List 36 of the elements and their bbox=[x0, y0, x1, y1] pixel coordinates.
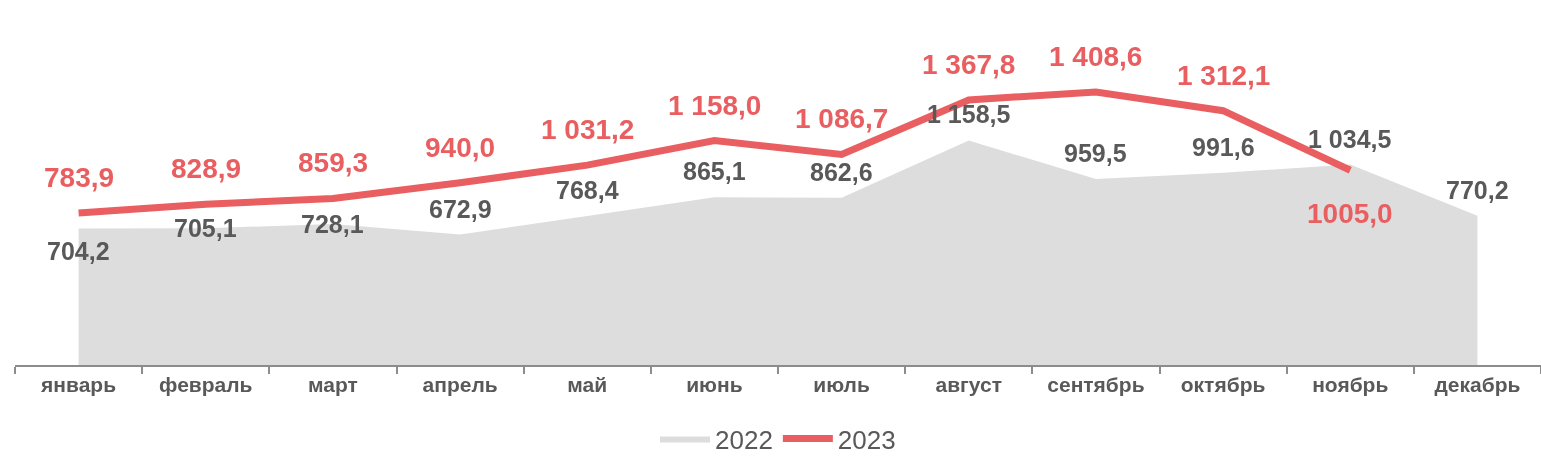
x-tick-label: ноябрь bbox=[1312, 373, 1389, 397]
data-label: 1 408,6 bbox=[1049, 41, 1143, 72]
x-tick-label: июнь bbox=[686, 373, 743, 397]
data-label: 859,3 bbox=[298, 147, 369, 178]
x-tick-label: январь bbox=[40, 373, 117, 397]
data-label: 959,5 bbox=[1064, 139, 1127, 167]
data-label: 783,9 bbox=[44, 162, 115, 193]
x-tick-label: октябрь bbox=[1180, 373, 1266, 397]
data-label: 940,0 bbox=[425, 132, 496, 163]
x-tick-label: март bbox=[308, 373, 358, 397]
x-tick-label: сентябрь bbox=[1047, 373, 1145, 397]
x-tick-label: июль bbox=[813, 373, 870, 397]
data-label: 828,9 bbox=[171, 153, 242, 184]
x-tick-label: декабрь bbox=[1434, 373, 1521, 397]
x-tick-label: май bbox=[567, 373, 608, 397]
x-tick-label: август bbox=[935, 373, 1002, 397]
data-label: 1 086,7 bbox=[795, 103, 889, 134]
data-label: 865,1 bbox=[683, 157, 746, 185]
data-label: 672,9 bbox=[429, 195, 492, 223]
data-label: 991,6 bbox=[1192, 133, 1255, 161]
data-label: 1005,0 bbox=[1307, 198, 1393, 229]
legend-label: 2023 bbox=[837, 424, 896, 455]
x-tick-label: февраль bbox=[159, 373, 253, 397]
data-label: 768,4 bbox=[556, 176, 619, 204]
data-label: 705,1 bbox=[174, 214, 237, 242]
data-label: 1 034,5 bbox=[1308, 125, 1392, 153]
legend-label: 2022 bbox=[715, 424, 773, 455]
data-label: 728,1 bbox=[301, 210, 364, 238]
data-label: 1 158,0 bbox=[668, 90, 762, 121]
data-label: 704,2 bbox=[47, 237, 110, 265]
data-label: 862,6 bbox=[810, 158, 873, 186]
data-label: 1 312,1 bbox=[1177, 60, 1271, 91]
data-label: 1 367,8 bbox=[922, 49, 1016, 80]
data-label: 1 031,2 bbox=[541, 114, 635, 145]
data-label: 770,2 bbox=[1446, 176, 1509, 204]
x-tick-label: апрель bbox=[422, 373, 498, 397]
